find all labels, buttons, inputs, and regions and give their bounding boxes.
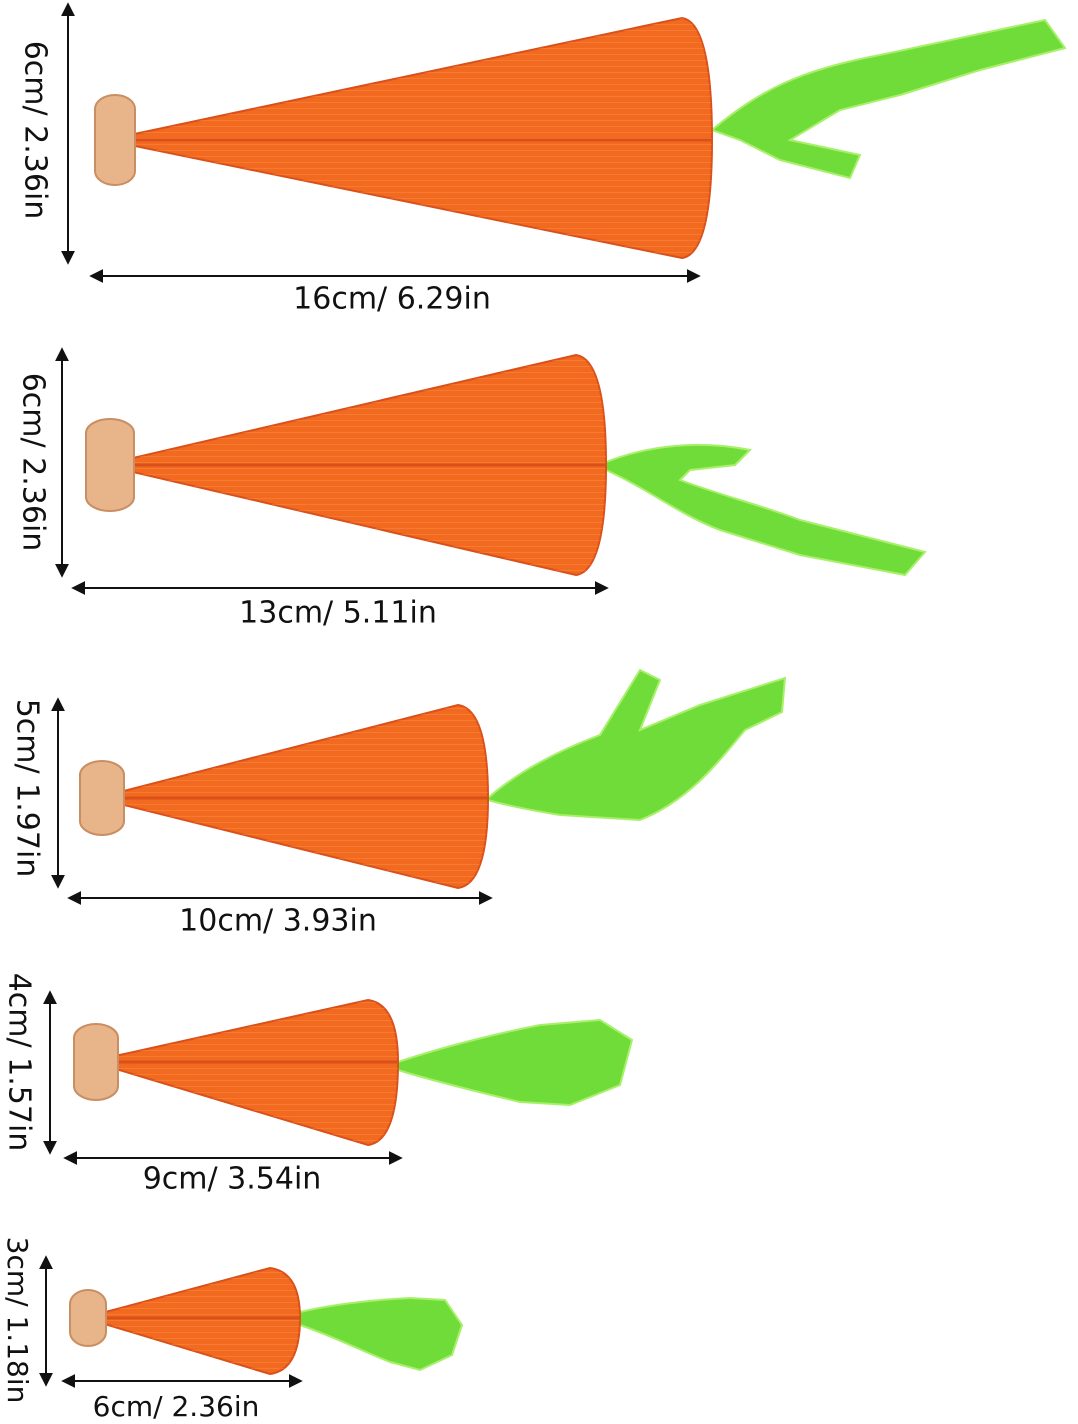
carrot-leaves: [397, 1018, 634, 1107]
wood-base: [85, 418, 135, 512]
length-label: 10cm/ 3.93in: [179, 904, 377, 939]
length-label: 13cm/ 5.11in: [239, 596, 437, 631]
height-label: 5cm/ 1.97in: [10, 699, 45, 878]
length-label: 16cm/ 6.29in: [293, 282, 491, 317]
carrot-medium-large: 6cm/ 2.36in 13cm/ 5.11in: [16, 347, 927, 631]
height-label: 3cm/ 1.18in: [1, 1237, 34, 1404]
carrot-leaves: [299, 1296, 464, 1372]
carrot-mini: 3cm/ 1.18in 6cm/ 2.36in: [1, 1237, 464, 1423]
carrot-bristle-texture: [125, 18, 712, 258]
carrot-bristle-texture: [98, 1268, 300, 1374]
carrot-large: 6cm/ 2.36in 16cm/ 6.29in: [18, 2, 1067, 317]
length-label: 9cm/ 3.54in: [143, 1162, 322, 1197]
carrot-leaves: [710, 18, 1067, 180]
wood-base: [73, 1023, 119, 1101]
height-label: 6cm/ 2.36in: [16, 373, 51, 552]
carrot-leaves: [487, 668, 787, 822]
carrot-bristle-texture: [106, 1000, 398, 1145]
carrot-small: 4cm/ 1.57in 9cm/ 3.54in: [2, 973, 634, 1197]
wood-base: [94, 94, 136, 186]
carrot-medium: 5cm/ 1.97in 10cm/ 3.93in: [10, 668, 787, 939]
carrot-leaves: [605, 443, 927, 577]
wood-base: [69, 1289, 107, 1347]
height-label: 6cm/ 2.36in: [18, 41, 53, 220]
wood-base: [79, 760, 125, 836]
height-label: 4cm/ 1.57in: [2, 973, 37, 1152]
length-label: 6cm/ 2.36in: [93, 1390, 260, 1423]
